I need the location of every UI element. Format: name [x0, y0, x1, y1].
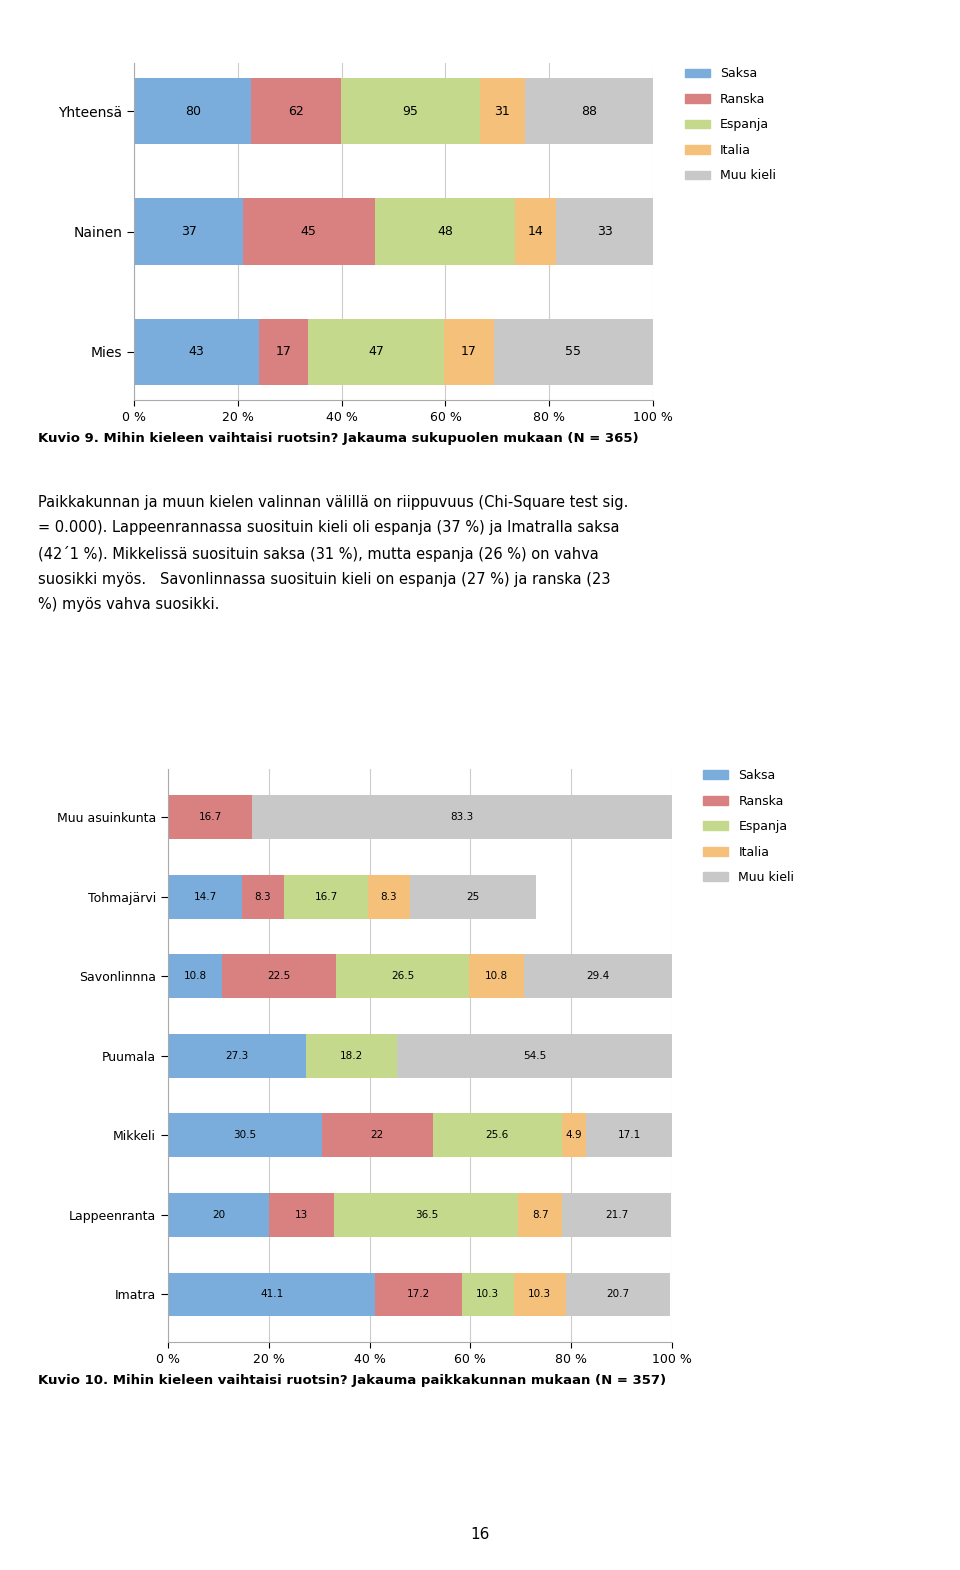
Bar	[168, 955, 223, 999]
Text: 16: 16	[470, 1526, 490, 1542]
Bar	[525, 78, 653, 144]
Text: 26.5: 26.5	[391, 972, 414, 981]
Bar	[252, 796, 672, 838]
Text: Kuvio 10. Mihin kieleen vaihtaisi ruotsin? Jakauma paikkakunnan mukaan (N = 357): Kuvio 10. Mihin kieleen vaihtaisi ruotsi…	[38, 1374, 666, 1386]
Text: 43: 43	[189, 345, 204, 358]
Text: 33: 33	[596, 225, 612, 239]
Text: 48: 48	[437, 225, 453, 239]
Text: 16.7: 16.7	[199, 812, 222, 823]
Text: 22: 22	[371, 1130, 384, 1140]
Text: 20.7: 20.7	[607, 1289, 630, 1300]
Text: 31: 31	[494, 105, 510, 118]
Text: 30.5: 30.5	[233, 1130, 256, 1140]
Bar	[516, 198, 556, 265]
Bar	[269, 1193, 334, 1237]
Bar	[168, 796, 252, 838]
Text: 16.7: 16.7	[314, 892, 338, 901]
Text: 45: 45	[300, 225, 317, 239]
Text: 36.5: 36.5	[415, 1210, 438, 1220]
Text: 88: 88	[581, 105, 597, 118]
Bar	[518, 1193, 563, 1237]
Text: 8.3: 8.3	[381, 892, 397, 901]
Bar	[134, 78, 251, 144]
Bar	[493, 319, 653, 385]
Text: 55: 55	[565, 345, 581, 358]
Text: Kuvio 9. Mihin kieleen vaihtaisi ruotsin? Jakauma sukupuolen mukaan (N = 365): Kuvio 9. Mihin kieleen vaihtaisi ruotsin…	[38, 432, 639, 444]
Legend: Saksa, Ranska, Espanja, Italia, Muu kieli: Saksa, Ranska, Espanja, Italia, Muu kiel…	[699, 765, 800, 889]
Bar	[308, 319, 444, 385]
Text: 17: 17	[461, 345, 477, 358]
Bar	[259, 319, 308, 385]
Text: 10.3: 10.3	[528, 1289, 551, 1300]
Bar	[410, 874, 536, 918]
Bar	[168, 1113, 322, 1157]
Bar	[168, 1273, 375, 1316]
Text: 41.1: 41.1	[260, 1289, 283, 1300]
Bar	[242, 874, 284, 918]
Text: 4.9: 4.9	[565, 1130, 583, 1140]
Text: 8.7: 8.7	[532, 1210, 548, 1220]
Bar	[251, 78, 341, 144]
Text: 62: 62	[288, 105, 304, 118]
Text: 95: 95	[402, 105, 419, 118]
Text: 20: 20	[212, 1210, 225, 1220]
Bar	[563, 1193, 671, 1237]
Text: 83.3: 83.3	[450, 812, 473, 823]
Bar	[433, 1113, 562, 1157]
Bar	[556, 198, 653, 265]
Bar	[305, 1035, 397, 1077]
Legend: Saksa, Ranska, Espanja, Italia, Muu kieli: Saksa, Ranska, Espanja, Italia, Muu kiel…	[680, 63, 780, 187]
Text: 27.3: 27.3	[226, 1050, 249, 1061]
Bar	[368, 874, 410, 918]
Bar	[134, 319, 259, 385]
Bar	[168, 874, 242, 918]
Bar	[524, 955, 672, 999]
Bar	[336, 955, 469, 999]
Text: 17.2: 17.2	[407, 1289, 430, 1300]
Bar	[168, 1035, 305, 1077]
Text: 18.2: 18.2	[340, 1050, 363, 1061]
Bar	[587, 1113, 673, 1157]
Text: Paikkakunnan ja muun kielen valinnan välillä on riippuvuus (Chi-Square test sig.: Paikkakunnan ja muun kielen valinnan väl…	[38, 495, 629, 612]
Text: 10.8: 10.8	[183, 972, 206, 981]
Text: 17.1: 17.1	[618, 1130, 641, 1140]
Text: 8.3: 8.3	[254, 892, 272, 901]
Bar	[565, 1273, 670, 1316]
Bar	[469, 955, 524, 999]
Text: 25.6: 25.6	[486, 1130, 509, 1140]
Text: 17: 17	[276, 345, 292, 358]
Bar	[374, 198, 516, 265]
Bar	[134, 198, 243, 265]
Bar	[375, 1273, 462, 1316]
Bar	[444, 319, 493, 385]
Text: 29.4: 29.4	[587, 972, 610, 981]
Bar	[341, 78, 479, 144]
Bar	[479, 78, 525, 144]
Text: 54.5: 54.5	[523, 1050, 546, 1061]
Text: 21.7: 21.7	[605, 1210, 629, 1220]
Text: 10.8: 10.8	[485, 972, 508, 981]
Bar	[243, 198, 374, 265]
Text: 22.5: 22.5	[268, 972, 291, 981]
Text: 80: 80	[184, 105, 201, 118]
Bar	[334, 1193, 518, 1237]
Bar	[462, 1273, 514, 1316]
Bar	[562, 1113, 587, 1157]
Text: 47: 47	[369, 345, 384, 358]
Bar	[223, 955, 336, 999]
Bar	[514, 1273, 565, 1316]
Text: 37: 37	[180, 225, 197, 239]
Text: 13: 13	[295, 1210, 308, 1220]
Text: 25: 25	[467, 892, 480, 901]
Bar	[397, 1035, 672, 1077]
Text: 10.3: 10.3	[476, 1289, 499, 1300]
Text: 14.7: 14.7	[193, 892, 217, 901]
Bar	[322, 1113, 433, 1157]
Bar	[284, 874, 368, 918]
Bar	[168, 1193, 269, 1237]
Text: 14: 14	[528, 225, 543, 239]
